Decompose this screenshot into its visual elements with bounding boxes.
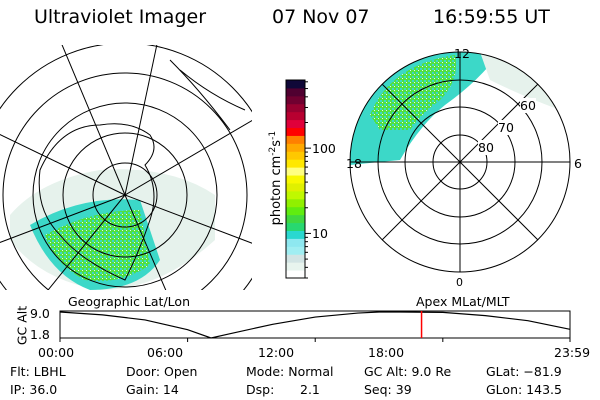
colorbar-band (286, 95, 305, 105)
colorbar-band (286, 190, 305, 200)
gain-status: Gain: 14 (126, 382, 179, 397)
ytick-max: 9.0 (30, 306, 50, 321)
unit-exp1: -2 (267, 146, 278, 156)
colorbar-band (286, 175, 305, 184)
glon-status: GLon: 143.5 (486, 382, 562, 397)
dsp-value: 2.1 (300, 382, 320, 397)
colorbar-band (286, 222, 305, 231)
colorbar-band (286, 119, 305, 129)
colorbar-band (286, 262, 305, 271)
mlt-label-right: 6 (574, 156, 582, 171)
dsp-label: Dsp: (246, 382, 275, 397)
altitude-plot-frame (59, 310, 571, 339)
colorbar-band (286, 214, 305, 224)
colorbar-band (286, 238, 305, 247)
colorbar-band (286, 111, 305, 121)
right-map-label: Apex MLat/MLT (416, 294, 510, 309)
colorbar-frame (285, 79, 306, 279)
mode-status: Mode: Normal (246, 364, 334, 379)
door-status: Door: Open (126, 364, 198, 379)
colorbar-band (286, 135, 305, 144)
unit-prefix: photon cm (269, 155, 285, 226)
colorbar-band (286, 206, 305, 216)
geographic-map (0, 45, 252, 290)
unit-exp2: -1 (267, 130, 278, 140)
altitude-series-line (59, 311, 571, 339)
colorbar-tick-100: 100 (312, 141, 336, 156)
xtick-0: 00:00 (38, 345, 75, 360)
xtick-4: 23:59 (554, 345, 591, 360)
mlt-label-top: 12 (454, 46, 470, 61)
colorbar-band (286, 182, 305, 192)
colorbar-band (286, 80, 305, 89)
gc-alt-status: GC Alt: 9.0 Re (364, 364, 452, 379)
emission-region-green (45, 210, 150, 281)
ip-status: IP: 36.0 (10, 382, 58, 397)
unit-s: s (269, 139, 285, 147)
mlt-label-left: 18 (346, 156, 362, 171)
altitude-axis-label: GC Alt (14, 305, 30, 346)
lat-ring-80: 80 (478, 140, 494, 155)
xtick-1: 06:00 (147, 345, 184, 360)
colorbar-band (286, 143, 305, 152)
image-time: 16:59:55 UT (433, 6, 550, 28)
colorbar-unit-label: photon cm-2s-1 (268, 88, 284, 268)
lat-ring-70: 70 (498, 120, 514, 135)
colorbar-band (286, 246, 305, 255)
mlt-label-bottom: 0 (456, 276, 463, 289)
instrument-title: Ultraviolet Imager (34, 6, 207, 28)
colorbar-band (286, 167, 305, 176)
colorbar-band (286, 230, 305, 239)
colorbar (285, 79, 311, 279)
colorbar-band (286, 254, 305, 263)
colorbar-band (286, 127, 305, 136)
lat-ring-60: 60 (520, 98, 536, 113)
emission-region-faint (480, 52, 560, 110)
glat-status: GLat: −81.9 (486, 364, 562, 379)
colorbar-band (286, 87, 305, 97)
colorbar-tick-10: 10 (312, 226, 328, 241)
colorbar-band (286, 103, 305, 113)
colorbar-band (286, 159, 305, 168)
apex-polar-map (349, 51, 571, 273)
emission-region-green (370, 55, 456, 130)
filter-status: Flt: LBHL (10, 364, 66, 379)
altitude-plot (59, 311, 571, 342)
ytick-min: 1.8 (30, 327, 50, 342)
colorbar-band (286, 270, 305, 279)
colorbar-band (286, 151, 305, 160)
left-map-label: Geographic Lat/Lon (68, 294, 190, 309)
xtick-2: 12:00 (258, 345, 295, 360)
image-date: 07 Nov 07 (272, 6, 370, 28)
xtick-3: 18:00 (368, 345, 405, 360)
seq-status: Seq: 39 (364, 382, 412, 397)
colorbar-band (286, 198, 305, 208)
